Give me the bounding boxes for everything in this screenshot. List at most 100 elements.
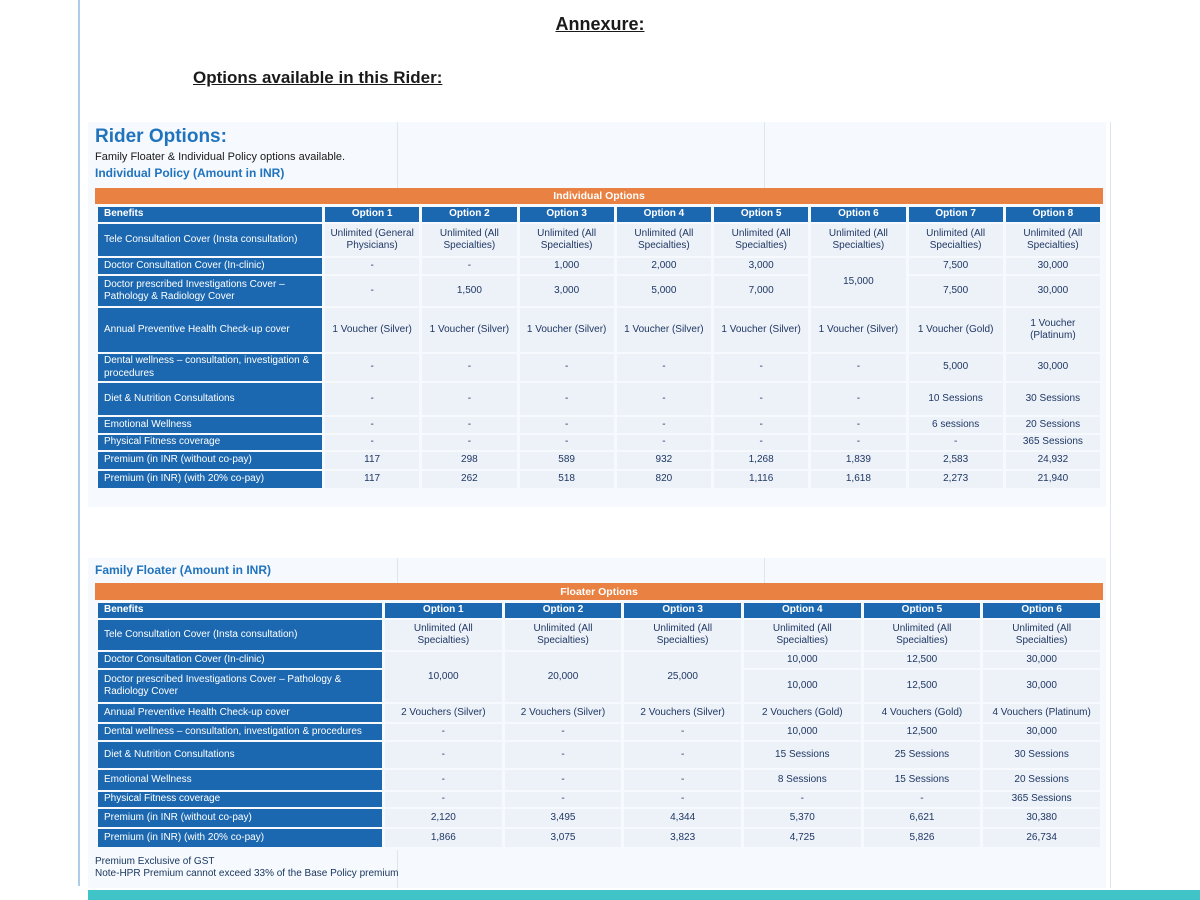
family-floater-heading: Family Floater (Amount in INR) (95, 563, 272, 577)
value-cell: 589 (519, 452, 614, 469)
value-cell: 2,273 (908, 471, 1003, 488)
benefits-header: Benefits (98, 207, 322, 222)
value-cell: - (422, 383, 517, 415)
benefit-row: Premium (in INR (without co-pay) 2,120 3,4… (98, 809, 1100, 827)
value-cell: 1 Voucher (Silver) (811, 308, 906, 352)
benefit-row: Doctor prescribed Investigations Cover –… (98, 670, 1100, 702)
option-header: Option 6 (811, 207, 906, 222)
value-cell: Unlimited (All Specialties) (519, 224, 614, 256)
value-cell: 30,380 (983, 809, 1100, 827)
value-cell: 1,618 (811, 471, 906, 488)
benefit-row: Emotional Wellness - - -8 Sessions 15 Sessio… (98, 770, 1100, 790)
value-cell: 1,116 (714, 471, 809, 488)
value-cell: 117 (325, 452, 420, 469)
value-cell: Unlimited (All Specialties) (624, 620, 741, 650)
value-cell: 1,268 (714, 452, 809, 469)
value-cell: - (624, 770, 741, 790)
value-cell: - (811, 435, 906, 450)
value-cell: 1,839 (811, 452, 906, 469)
value-cell: Unlimited (All Specialties) (385, 620, 502, 650)
benefit-label: Premium (in INR (without co-pay) (98, 452, 322, 469)
gridline (397, 850, 398, 888)
value-cell: - (811, 417, 906, 433)
value-cell: - (743, 792, 861, 807)
value-cell: 2,000 (616, 258, 711, 274)
value-cell: - (811, 354, 906, 381)
individual-options-card: Rider Options: Family Floater & Individu… (88, 122, 1106, 507)
benefit-row: Diet & Nutrition Consultations - - -15 Sess… (98, 742, 1100, 768)
benefit-row: Doctor Consultation Cover (In-clinic) - -1… (98, 258, 1100, 306)
value-cell: - (714, 354, 809, 381)
footnotes: Premium Exclusive of GST Note-HPR Premiu… (95, 856, 398, 880)
value-cell: 7,500 (908, 276, 1003, 306)
value-cell: 1 Voucher (Gold) (908, 308, 1003, 352)
benefit-label: Doctor prescribed Investigations Cover –… (98, 276, 322, 306)
value-cell: - (519, 417, 614, 433)
value-cell: 1 Voucher (Silver) (422, 308, 517, 352)
value-cell: 518 (519, 471, 614, 488)
header-row: Benefits Option 1 Option 2 Option 3 Option 4… (98, 603, 1100, 618)
value-cell: 3,495 (504, 809, 622, 827)
option-header: Option 3 (519, 207, 614, 222)
value-cell: - (325, 383, 420, 415)
benefits-header: Benefits (98, 603, 382, 618)
value-cell: Unlimited (All Specialties) (1005, 224, 1100, 256)
value-cell: 24,932 (1005, 452, 1100, 469)
value-cell: 3,075 (504, 829, 622, 847)
value-cell: 5,000 (908, 354, 1003, 381)
value-cell: 365 Sessions (1005, 435, 1100, 450)
value-cell: - (325, 276, 420, 306)
value-cell: - (504, 770, 622, 790)
benefit-row: Physical Fitness coverage - - - - -365 Sessio… (98, 792, 1100, 807)
individual-policy-heading: Individual Policy (Amount in INR) (95, 166, 285, 180)
value-cell: - (616, 383, 711, 415)
benefit-label: Annual Preventive Health Check-up cover (98, 308, 322, 352)
value-cell: Unlimited (All Specialties) (616, 224, 711, 256)
benefit-row: Premium (in INR (without co-pay) 117 298 58… (98, 452, 1100, 469)
value-cell: - (325, 435, 420, 450)
value-cell: - (422, 417, 517, 433)
value-cell: 7,000 (714, 276, 809, 306)
value-cell: 2 Vouchers (Silver) (624, 704, 741, 722)
value-cell: 12,500 (863, 652, 981, 668)
value-cell: 25,000 (624, 652, 741, 702)
value-cell: Unlimited (All Specialties) (863, 620, 981, 650)
value-cell: Unlimited (All Specialties) (983, 620, 1100, 650)
benefit-label: Premium (in INR) (with 20% co-pay) (98, 471, 322, 488)
value-cell: 365 Sessions (983, 792, 1100, 807)
value-cell: 30,000 (983, 724, 1100, 740)
value-cell: - (908, 435, 1003, 450)
benefit-label: Emotional Wellness (98, 770, 382, 790)
value-cell: 932 (616, 452, 711, 469)
value-cell: 15 Sessions (863, 770, 981, 790)
value-cell: 4,344 (624, 809, 741, 827)
value-cell: 2,583 (908, 452, 1003, 469)
value-cell: 3,000 (714, 258, 809, 274)
value-cell: 7,500 (908, 258, 1003, 274)
value-cell: - (714, 417, 809, 433)
options-available-title: Options available in this Rider: (193, 68, 443, 87)
option-header: Option 6 (983, 603, 1100, 618)
value-cell: 10,000 (743, 670, 861, 702)
value-cell: - (325, 258, 420, 274)
floater-options-table: Benefits Option 1 Option 2 Option 3 Option 4… (95, 601, 1103, 849)
value-cell: 26,734 (983, 829, 1100, 847)
value-cell: 20 Sessions (1005, 417, 1100, 433)
gridline (764, 558, 765, 583)
option-header: Option 2 (422, 207, 517, 222)
value-cell: - (519, 354, 614, 381)
value-cell: 3,000 (519, 276, 614, 306)
value-cell: 5,370 (743, 809, 861, 827)
option-header: Option 1 (385, 603, 502, 618)
value-cell: - (714, 435, 809, 450)
benefit-row: Emotional Wellness - - - - - -6 sessions 20 Ses… (98, 417, 1100, 433)
value-cell: 2,120 (385, 809, 502, 827)
value-cell: 20 Sessions (983, 770, 1100, 790)
footnote-hpr: Note-HPR Premium cannot exceed 33% of th… (95, 868, 399, 879)
value-cell: Unlimited (All Specialties) (714, 224, 809, 256)
benefit-row: Doctor prescribed Investigations Cover –… (98, 276, 1100, 306)
value-cell: - (325, 417, 420, 433)
rider-options-heading: Rider Options: (95, 126, 227, 147)
value-cell: 4 Vouchers (Gold) (863, 704, 981, 722)
benefit-label: Tele Consultation Cover (Insta consultat… (98, 224, 322, 256)
